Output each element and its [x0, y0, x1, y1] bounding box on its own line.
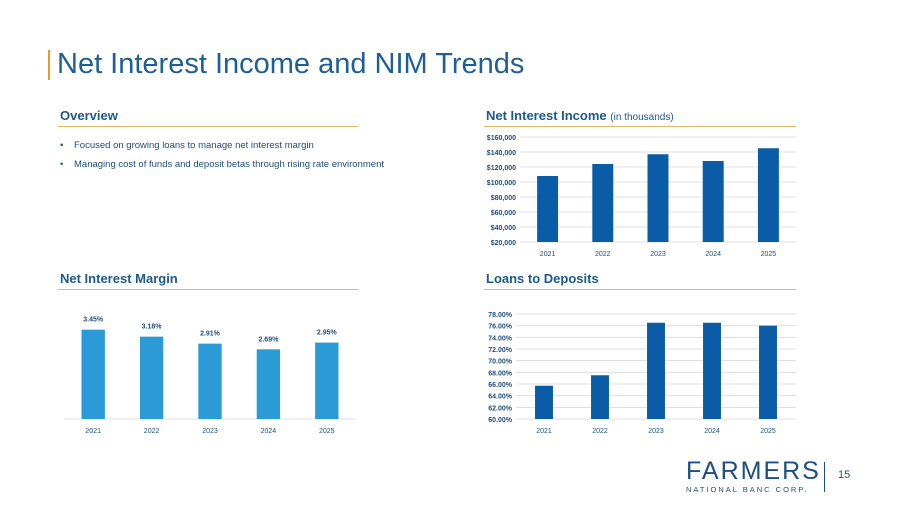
y-tick-label: 74.00%: [488, 335, 513, 342]
farmers-logo: FARMERS NATIONAL BANC CORP.: [686, 458, 821, 494]
data-label: 3.45%: [83, 317, 104, 324]
y-tick-label: $80,000: [491, 195, 516, 202]
x-tick-label: 2025: [319, 428, 335, 435]
y-tick-label: $140,000: [487, 150, 516, 157]
bullet-text: Focused on growing loans to manage net i…: [74, 140, 314, 151]
y-tick-label: $20,000: [491, 240, 516, 247]
bar: [535, 385, 553, 419]
y-tick-label: 60.00%: [488, 417, 513, 424]
ltd-rule: [484, 289, 796, 290]
x-tick-label: 2022: [592, 428, 608, 435]
logo-sub-text: NATIONAL BANC CORP.: [686, 485, 809, 494]
bullet-text: Managing cost of funds and deposit betas…: [74, 159, 384, 170]
x-tick-label: 2022: [144, 428, 160, 435]
y-tick-label: 72.00%: [488, 347, 513, 354]
overview-heading: Overview: [60, 108, 118, 123]
x-tick-label: 2025: [760, 428, 776, 435]
nii-rule: [484, 126, 796, 127]
y-tick-label: 68.00%: [488, 370, 513, 377]
bar: [757, 148, 779, 242]
data-label: 2.69%: [258, 336, 279, 343]
y-tick-label: $60,000: [491, 210, 516, 217]
bullet-item: • Managing cost of funds and deposit beta…: [60, 159, 390, 171]
y-tick-label: $120,000: [487, 165, 516, 172]
bar: [315, 342, 339, 419]
title-accent-bar: [48, 50, 50, 80]
bar: [759, 325, 777, 419]
bar: [647, 154, 669, 242]
nim-rule: [58, 289, 358, 290]
nii-subheading: (in thousands): [610, 112, 674, 123]
x-tick-label: 2021: [540, 251, 556, 258]
x-tick-label: 2021: [85, 428, 101, 435]
bar: [592, 164, 614, 242]
y-tick-label: 66.00%: [488, 382, 513, 389]
page-number: 15: [838, 469, 851, 481]
bullet-dot: •: [60, 140, 64, 151]
y-tick-label: $100,000: [487, 180, 516, 187]
logo-main-text: FARMERS: [686, 457, 821, 485]
y-tick-label: 78.00%: [488, 312, 513, 319]
y-tick-label: 62.00%: [488, 405, 513, 412]
y-tick-label: 64.00%: [488, 394, 513, 401]
x-tick-label: 2023: [202, 428, 218, 435]
ltd-chart: 60.00% 62.00% 64.00% 66.00% 68.00% 70.00% 72.0…: [488, 312, 796, 435]
y-tick-label: 76.00%: [488, 324, 513, 331]
x-tick-label: 2023: [648, 428, 664, 435]
bar: [703, 322, 721, 419]
bar: [139, 336, 164, 419]
x-tick-label: 2021: [536, 428, 552, 435]
x-tick-label: 2024: [261, 428, 277, 435]
bar: [537, 176, 559, 242]
y-tick-label: 70.00%: [488, 359, 513, 366]
bar: [198, 343, 222, 419]
nii-heading: Net Interest Income (in thousands): [486, 108, 674, 123]
ltd-heading: Loans to Deposits: [486, 271, 599, 286]
overview-rule: [58, 126, 358, 127]
x-tick-label: 2023: [650, 251, 666, 258]
overview-bullets: • Focused on growing loans to manage net …: [60, 140, 390, 178]
bullet-item: • Focused on growing loans to manage net …: [60, 140, 390, 152]
nim-chart: 2021 3.45% 2022 3.18% 2023 2.91% 2024 2.69% 2025…: [64, 317, 356, 435]
x-tick-label: 2024: [704, 428, 720, 435]
bar: [591, 375, 609, 419]
bar: [256, 349, 281, 419]
data-label: 3.18%: [142, 324, 163, 331]
bar: [702, 161, 724, 242]
x-tick-label: 2025: [761, 251, 777, 258]
bullet-dot: •: [60, 159, 64, 170]
nii-heading-text: Net Interest Income: [486, 108, 607, 123]
x-tick-label: 2022: [595, 251, 611, 258]
data-label: 2.91%: [200, 331, 221, 338]
y-tick-label: $40,000: [491, 225, 516, 232]
y-tick-label: $160,000: [487, 135, 516, 142]
bar: [81, 329, 105, 419]
data-label: 2.95%: [317, 330, 338, 337]
logo-divider: [824, 462, 825, 492]
nim-heading: Net Interest Margin: [60, 271, 178, 286]
page-title: Net Interest Income and NIM Trends: [57, 48, 525, 80]
bar: [647, 322, 665, 419]
x-tick-label: 2024: [705, 251, 721, 258]
nii-chart: $20,000 $40,000 $60,000 $80,000 $100,000 $120…: [487, 135, 796, 258]
